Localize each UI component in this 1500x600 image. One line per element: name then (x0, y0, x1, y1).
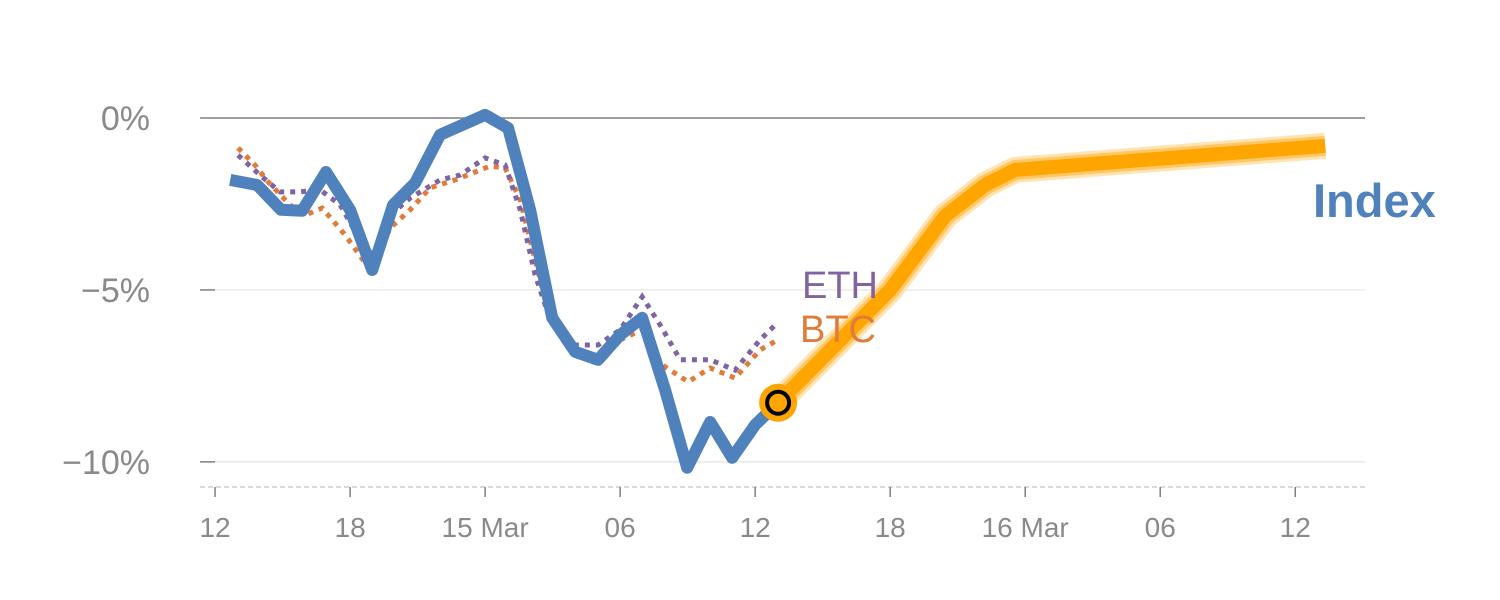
series-label-eth: ETH (802, 265, 878, 307)
series-lines (229, 108, 1327, 474)
y-tick-label: 0% (101, 100, 150, 138)
x-tick-label: 15 Mar (442, 512, 529, 543)
series-btc-line (236, 146, 780, 385)
x-tick-label: 12 (740, 512, 771, 543)
y-axis: 0% −5% −10% (62, 100, 215, 482)
x-tick-label: 12 (199, 512, 230, 543)
series-label-btc: BTC (800, 309, 876, 351)
y-tick-label: −10% (62, 444, 150, 482)
grid-lines (215, 117, 1365, 463)
y-tick-label: −5% (81, 272, 150, 310)
x-axis: 12 18 15 Mar 06 12 18 16 Mar 06 12 (199, 486, 1365, 543)
series-eth-line (236, 153, 777, 374)
current-point-marker (765, 389, 792, 416)
x-tick-label: 18 (335, 512, 366, 543)
x-tick-label: 12 (1280, 512, 1311, 543)
x-tick-label: 16 Mar (982, 512, 1069, 543)
series-label-index: Index (1313, 174, 1436, 227)
series-index-line (229, 108, 783, 474)
x-tick-label: 18 (875, 512, 906, 543)
x-tick-label: 06 (1145, 512, 1176, 543)
series-index-forecast-line (773, 138, 1326, 408)
x-tick-label: 06 (605, 512, 636, 543)
